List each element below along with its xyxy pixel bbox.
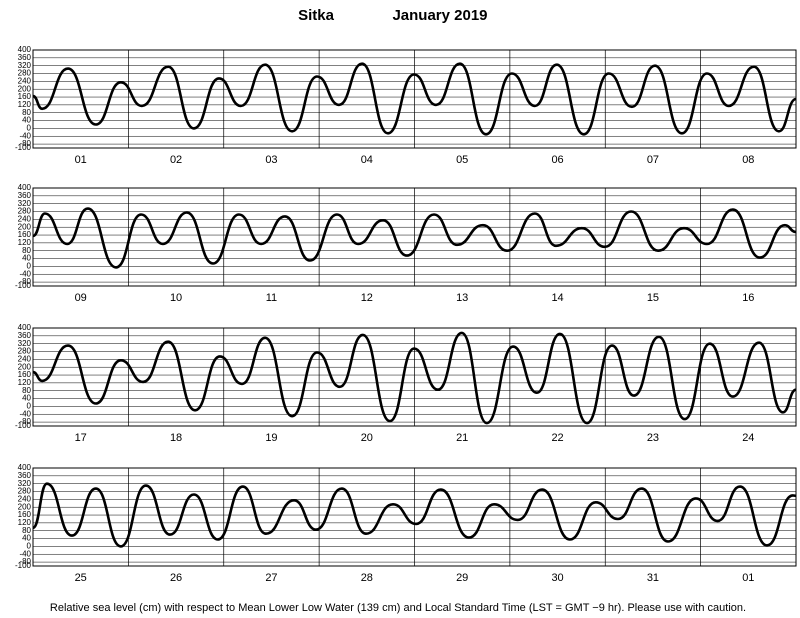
- y-tick-label: 80: [22, 526, 31, 535]
- day-label: 12: [361, 292, 373, 304]
- y-tick-label: 80: [22, 246, 31, 255]
- day-label: 04: [361, 154, 373, 166]
- y-tick-label: -80: [19, 417, 31, 426]
- day-label: 06: [551, 154, 563, 166]
- y-tick-label: 120: [18, 378, 32, 387]
- day-label: 20: [361, 432, 373, 444]
- y-tick-label: 40: [22, 394, 31, 403]
- y-tick-label: 240: [18, 354, 32, 363]
- y-tick-label: 80: [22, 108, 31, 117]
- day-label: 30: [551, 572, 563, 584]
- day-label: 01: [742, 572, 754, 584]
- y-tick-label: 0: [27, 124, 32, 133]
- station-title: Sitka: [298, 7, 335, 24]
- day-label: 08: [742, 154, 754, 166]
- y-tick-label: 320: [18, 61, 32, 70]
- y-tick-label: 240: [18, 214, 32, 223]
- y-tick-label: 240: [18, 494, 32, 503]
- day-label: 09: [75, 292, 87, 304]
- y-tick-label: 400: [18, 45, 32, 54]
- day-label: 10: [170, 292, 182, 304]
- y-tick-label: 160: [18, 230, 32, 239]
- day-label: 11: [266, 292, 277, 304]
- day-label: 31: [647, 572, 659, 584]
- day-label: 17: [75, 432, 87, 444]
- tide-curve: [32, 331, 797, 425]
- day-label: 13: [456, 292, 468, 304]
- y-tick-label: 120: [18, 100, 32, 109]
- y-tick-label: 360: [18, 331, 32, 340]
- y-tick-label: 160: [18, 370, 32, 379]
- y-tick-label: 0: [27, 262, 32, 271]
- y-tick-label: 360: [18, 191, 32, 200]
- y-tick-label: -40: [19, 131, 31, 140]
- day-label: 01: [75, 154, 87, 166]
- day-label: 23: [647, 432, 659, 444]
- day-label: 19: [265, 432, 277, 444]
- y-tick-label: 200: [18, 502, 32, 511]
- y-tick-label: 120: [18, 518, 32, 527]
- day-label: 16: [742, 292, 754, 304]
- y-tick-label: 200: [18, 222, 32, 231]
- y-tick-label: -40: [19, 409, 31, 418]
- y-tick-label: 240: [18, 76, 32, 85]
- y-tick-label: 120: [18, 238, 32, 247]
- y-tick-label: 400: [18, 323, 32, 332]
- y-tick-label: 160: [18, 92, 32, 101]
- y-tick-label: 200: [18, 362, 32, 371]
- y-tick-label: 280: [18, 69, 32, 78]
- y-tick-label: -100: [15, 421, 32, 430]
- day-label: 15: [647, 292, 659, 304]
- day-label: 27: [265, 572, 277, 584]
- day-label: 03: [265, 154, 277, 166]
- y-tick-label: -40: [19, 549, 31, 558]
- y-tick-label: -80: [19, 139, 31, 148]
- tide-curve: [32, 207, 797, 269]
- y-tick-label: 200: [18, 84, 32, 93]
- y-tick-label: 360: [18, 471, 32, 480]
- y-tick-label: 0: [27, 542, 32, 551]
- y-tick-label: -40: [19, 269, 31, 278]
- y-tick-label: -100: [15, 561, 32, 570]
- y-tick-label: 40: [22, 116, 31, 125]
- y-tick-label: 280: [18, 347, 32, 356]
- day-label: 14: [551, 292, 563, 304]
- y-tick-label: 280: [18, 487, 32, 496]
- y-tick-label: 360: [18, 53, 32, 62]
- y-tick-label: 320: [18, 199, 32, 208]
- y-tick-label: 400: [18, 463, 32, 472]
- day-label: 05: [456, 154, 468, 166]
- day-label: 29: [456, 572, 468, 584]
- day-label: 02: [170, 154, 182, 166]
- day-label: 22: [551, 432, 563, 444]
- day-label: 07: [647, 154, 659, 166]
- tide-curve: [32, 62, 797, 136]
- month-title: January 2019: [392, 7, 487, 24]
- y-tick-label: 40: [22, 534, 31, 543]
- y-tick-label: -100: [15, 143, 32, 152]
- y-tick-label: 40: [22, 254, 31, 263]
- y-tick-label: 400: [18, 183, 32, 192]
- y-tick-label: 280: [18, 207, 32, 216]
- y-tick-label: -100: [15, 281, 32, 290]
- y-tick-label: 320: [18, 339, 32, 348]
- day-label: 21: [456, 432, 468, 444]
- day-label: 28: [361, 572, 373, 584]
- day-label: 26: [170, 572, 182, 584]
- footnote: Relative sea level (cm) with respect to …: [50, 602, 746, 614]
- y-tick-label: -80: [19, 557, 31, 566]
- y-tick-label: -80: [19, 277, 31, 286]
- y-tick-label: 160: [18, 510, 32, 519]
- day-label: 25: [75, 572, 87, 584]
- y-tick-label: 80: [22, 386, 31, 395]
- day-label: 24: [742, 432, 754, 444]
- y-tick-label: 0: [27, 402, 32, 411]
- y-tick-label: 320: [18, 479, 32, 488]
- tide-curve: [31, 482, 797, 548]
- day-label: 18: [170, 432, 182, 444]
